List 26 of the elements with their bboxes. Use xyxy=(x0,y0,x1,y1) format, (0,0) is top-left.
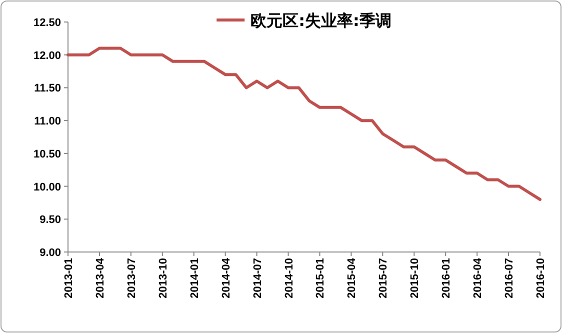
legend-label: 欧元区:失业率:季调 xyxy=(250,11,392,30)
y-tick-label: 9.50 xyxy=(40,214,61,226)
x-tick-label: 2016-01 xyxy=(440,258,453,298)
x-tick-label: 2016-04 xyxy=(472,257,484,298)
y-tick-label: 12.50 xyxy=(33,17,61,29)
y-tick-label: 11.00 xyxy=(34,116,61,128)
x-tick-label: 2013-04 xyxy=(94,257,106,298)
line-series xyxy=(66,46,542,201)
y-tick-label: 12.00 xyxy=(33,50,61,62)
x-tick-label: 2014-01 xyxy=(188,258,201,298)
y-tick-label: 11.50 xyxy=(34,82,61,95)
x-tick-label: 2013-10 xyxy=(157,258,170,298)
x-tick-label: 2016-10 xyxy=(535,258,547,298)
y-tick-label: 10.50 xyxy=(33,148,61,160)
x-tick-label: 2013-01 xyxy=(63,258,75,298)
y-tick-label: 10.00 xyxy=(33,181,61,194)
x-tick-label: 2014-10 xyxy=(283,258,296,298)
y-tick-label: 9.00 xyxy=(40,247,61,259)
x-tick-label: 2016-07 xyxy=(504,258,516,298)
x-tick-label: 2015-04 xyxy=(346,257,358,298)
x-tick-label: 2014-04 xyxy=(220,257,232,298)
x-tick-label: 2015-07 xyxy=(378,258,390,298)
x-tick-label: 2013-07 xyxy=(126,258,138,298)
x-tick-label: 2015-01 xyxy=(314,258,327,298)
x-tick-label: 2014-07 xyxy=(252,258,264,298)
x-tick-label: 2015-10 xyxy=(409,258,422,298)
